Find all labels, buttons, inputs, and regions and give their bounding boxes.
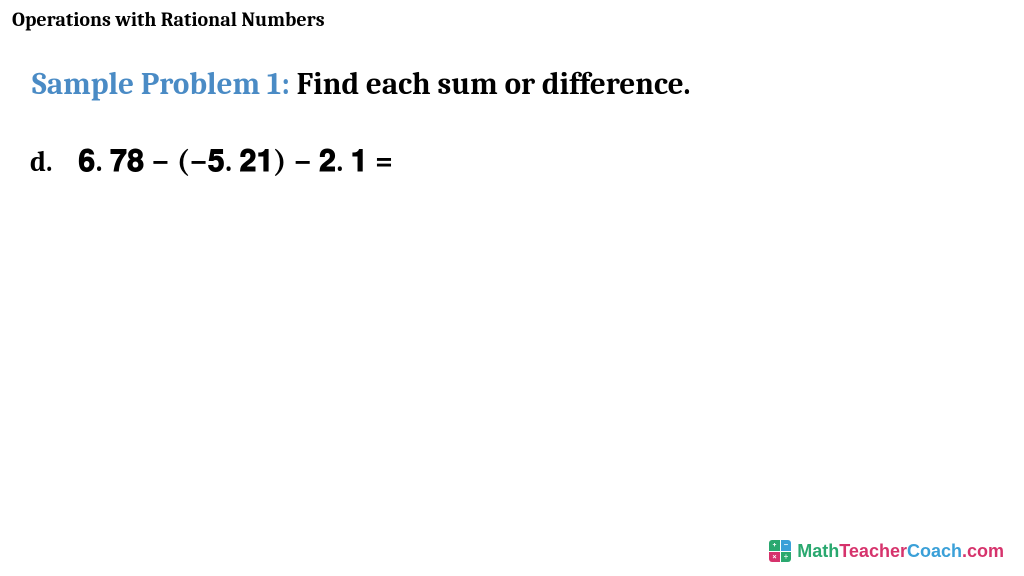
brand-text: Math Teacher Coach .com xyxy=(797,541,1004,562)
brand-icon-cell-minus: − xyxy=(781,540,792,551)
problem-item: d. 𝟔. 𝟕𝟖 − (−𝟓. 𝟐𝟏) − 𝟐. 𝟏 = xyxy=(30,144,393,179)
brand-icon: + − × ÷ xyxy=(769,540,791,562)
problem-heading-rest: Find each sum or difference. xyxy=(290,66,691,102)
brand-icon-cell-times: × xyxy=(769,552,780,563)
problem-heading: Sample Problem 1: Find each sum or diffe… xyxy=(32,66,691,102)
problem-expression: 𝟔. 𝟕𝟖 − (−𝟓. 𝟐𝟏) − 𝟐. 𝟏 = xyxy=(78,144,393,179)
problem-heading-accent: Sample Problem 1: xyxy=(32,66,290,102)
brand-footer: + − × ÷ Math Teacher Coach .com xyxy=(769,540,1004,562)
brand-icon-cell-div: ÷ xyxy=(781,552,792,563)
brand-text-2: Teacher xyxy=(839,541,907,562)
brand-icon-cell-plus: + xyxy=(769,540,780,551)
problem-item-letter: d. xyxy=(30,146,52,178)
brand-text-4: .com xyxy=(962,541,1004,562)
brand-text-1: Math xyxy=(797,541,839,562)
page-title: Operations with Rational Numbers xyxy=(12,8,325,31)
brand-text-3: Coach xyxy=(907,541,962,562)
